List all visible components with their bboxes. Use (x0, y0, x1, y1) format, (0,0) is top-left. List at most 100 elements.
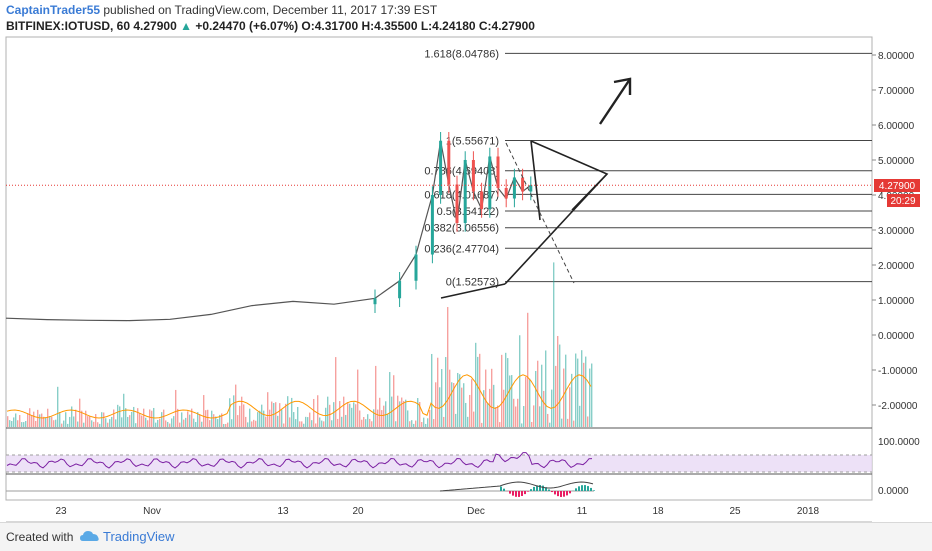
volume-bar (257, 412, 258, 427)
volume-bar (591, 364, 592, 427)
volume-bar (489, 389, 490, 427)
volume-bar (549, 423, 550, 427)
volume-bar (321, 421, 322, 427)
macd-histogram-bar (566, 491, 568, 495)
volume-bar (165, 420, 166, 427)
volume-bar (265, 417, 266, 427)
volume-bar (491, 369, 492, 427)
macd-histogram-bar (554, 491, 556, 494)
volume-bar (131, 412, 132, 427)
volume-bar (307, 417, 308, 427)
volume-bar (327, 397, 328, 427)
volume-bar (239, 406, 240, 427)
volume-bar (519, 335, 520, 427)
volume-bar (499, 422, 500, 427)
volume-bar (449, 370, 450, 427)
volume-bar (161, 412, 162, 427)
volume-bar (103, 413, 104, 427)
tradingview-link[interactable]: TradingView (103, 524, 175, 550)
volume-bars (7, 262, 592, 427)
x-tick-label: Dec (467, 506, 485, 517)
volume-bar (189, 415, 190, 427)
macd-histogram-bar (530, 489, 532, 491)
volume-bar (575, 354, 576, 427)
volume-bar (27, 413, 28, 427)
volume-bar (335, 357, 336, 427)
volume-bar (35, 421, 36, 427)
volume-bar (495, 407, 496, 427)
volume-bar (181, 412, 182, 427)
volume-bar (487, 403, 488, 427)
volume-bar (407, 410, 408, 427)
volume-bar (129, 415, 130, 427)
rsi-pane (6, 453, 872, 472)
volume-bar (93, 422, 94, 427)
volume-bar (127, 417, 128, 427)
fib-retracement[interactable]: 1.618(8.04786)1(5.55671)0.786(4.69408)0.… (424, 48, 872, 288)
volume-bar (481, 423, 482, 427)
x-tick-label: 2018 (797, 506, 820, 517)
volume-bar (11, 421, 12, 427)
volume-bar (139, 413, 140, 427)
volume-bar (447, 307, 448, 427)
volume-bar (133, 407, 134, 427)
macd-histogram-bar (584, 485, 586, 491)
volume-bar (217, 419, 218, 427)
volume-bar (111, 417, 112, 427)
volume-bar (333, 402, 334, 427)
fib-label: 1(5.55671) (446, 136, 499, 148)
volume-bar (25, 421, 26, 427)
y-tick-label: 3.00000 (878, 226, 915, 237)
candle-body (415, 255, 418, 281)
volume-bar (33, 412, 34, 427)
volume-bar (445, 357, 446, 427)
volume-bar (513, 399, 514, 427)
volume-bar (69, 417, 70, 427)
volume-bar (539, 406, 540, 427)
volume-bar (193, 419, 194, 427)
chart-canvas[interactable]: 1.618(8.04786)1(5.55671)0.786(4.69408)0.… (0, 0, 932, 522)
volume-bar (553, 262, 554, 427)
candle-body (439, 141, 442, 195)
volume-bar (21, 422, 22, 427)
fib-label: 1.618(8.04786) (424, 48, 499, 60)
triangle-pattern (531, 141, 607, 220)
volume-bar (137, 408, 138, 427)
candle-body (431, 195, 434, 255)
macd-histogram-bar (569, 491, 571, 493)
volume-bar (171, 418, 172, 427)
volume-bar (567, 419, 568, 427)
volume-bar (283, 424, 284, 427)
candle-body (505, 188, 508, 199)
volume-bar (75, 410, 76, 427)
volume-bar (275, 402, 276, 427)
volume-bar (205, 410, 206, 427)
volume-bar (73, 416, 74, 427)
macd-histogram-bar (533, 487, 535, 491)
macd-histogram-bar (512, 491, 514, 496)
volume-bar (37, 410, 38, 427)
x-tick-label: 25 (729, 506, 741, 517)
volume-bar (579, 406, 580, 427)
tradingview-cloud-icon (80, 529, 100, 543)
volume-bar (485, 370, 486, 427)
volume-bar (405, 400, 406, 427)
volume-bar (255, 421, 256, 427)
volume-bar (523, 406, 524, 427)
volume-bar (317, 395, 318, 427)
x-tick-label: 13 (277, 506, 289, 517)
rsi-tick-label: 100.0000 (878, 437, 920, 448)
volume-bar (91, 420, 92, 427)
volume-bar (379, 398, 380, 427)
volume-bar (57, 387, 58, 427)
volume-bar (279, 403, 280, 427)
volume-bar (303, 424, 304, 427)
volume-bar (367, 414, 368, 427)
y-tick-label: 5.00000 (878, 156, 915, 167)
breakout-arrow (600, 79, 630, 124)
macd-histogram-bar (581, 485, 583, 491)
volume-bar (29, 408, 30, 427)
volume-bar (403, 401, 404, 427)
volume-bar (295, 419, 296, 427)
volume-bar (465, 403, 466, 427)
